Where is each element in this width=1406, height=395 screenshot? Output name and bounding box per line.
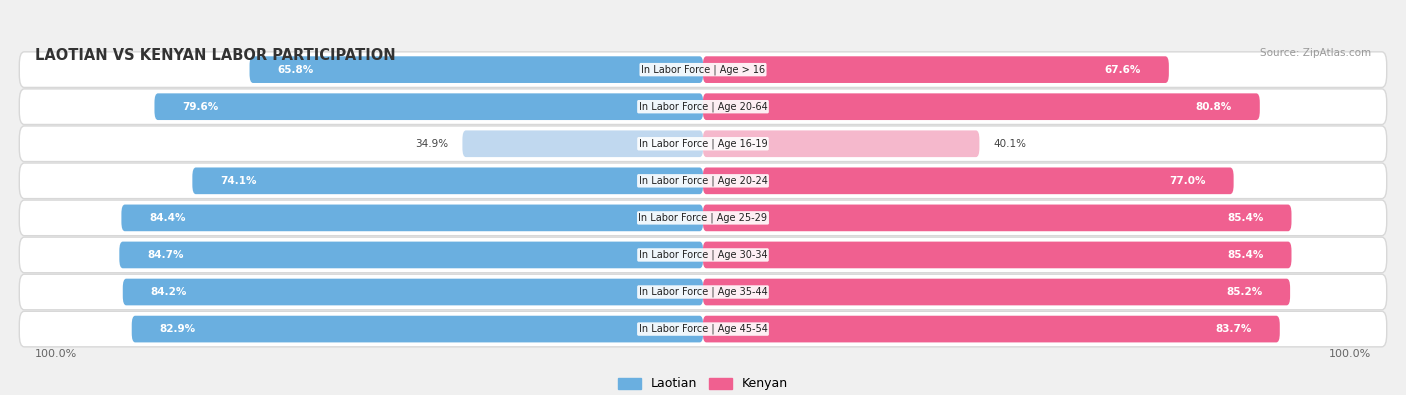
FancyBboxPatch shape <box>703 167 1233 194</box>
Text: In Labor Force | Age 20-64: In Labor Force | Age 20-64 <box>638 102 768 112</box>
FancyBboxPatch shape <box>120 242 703 268</box>
Text: 82.9%: 82.9% <box>159 324 195 334</box>
FancyBboxPatch shape <box>20 52 1386 87</box>
FancyBboxPatch shape <box>132 316 703 342</box>
Text: 79.6%: 79.6% <box>183 102 218 112</box>
FancyBboxPatch shape <box>703 56 1168 83</box>
Text: 77.0%: 77.0% <box>1170 176 1206 186</box>
FancyBboxPatch shape <box>20 163 1386 199</box>
FancyBboxPatch shape <box>703 130 980 157</box>
Text: In Labor Force | Age 35-44: In Labor Force | Age 35-44 <box>638 287 768 297</box>
FancyBboxPatch shape <box>193 167 703 194</box>
FancyBboxPatch shape <box>703 93 1260 120</box>
FancyBboxPatch shape <box>20 200 1386 236</box>
Text: 74.1%: 74.1% <box>221 176 256 186</box>
Text: 84.4%: 84.4% <box>149 213 186 223</box>
FancyBboxPatch shape <box>703 242 1292 268</box>
Text: 100.0%: 100.0% <box>1329 350 1371 359</box>
Text: In Labor Force | Age 16-19: In Labor Force | Age 16-19 <box>638 139 768 149</box>
Text: In Labor Force | Age 45-54: In Labor Force | Age 45-54 <box>638 324 768 334</box>
FancyBboxPatch shape <box>121 205 703 231</box>
Text: In Labor Force | Age 30-34: In Labor Force | Age 30-34 <box>638 250 768 260</box>
FancyBboxPatch shape <box>703 205 1292 231</box>
Text: 84.7%: 84.7% <box>148 250 184 260</box>
Text: 100.0%: 100.0% <box>35 350 77 359</box>
Text: 85.4%: 85.4% <box>1227 213 1264 223</box>
Text: 67.6%: 67.6% <box>1105 65 1142 75</box>
FancyBboxPatch shape <box>20 89 1386 124</box>
Text: Source: ZipAtlas.com: Source: ZipAtlas.com <box>1260 48 1371 58</box>
Text: In Labor Force | Age > 16: In Labor Force | Age > 16 <box>641 64 765 75</box>
FancyBboxPatch shape <box>20 237 1386 273</box>
Text: In Labor Force | Age 25-29: In Labor Force | Age 25-29 <box>638 213 768 223</box>
Text: 65.8%: 65.8% <box>277 65 314 75</box>
FancyBboxPatch shape <box>155 93 703 120</box>
Text: 80.8%: 80.8% <box>1197 102 1232 112</box>
Text: 85.4%: 85.4% <box>1227 250 1264 260</box>
Text: 84.2%: 84.2% <box>150 287 187 297</box>
Text: 40.1%: 40.1% <box>993 139 1026 149</box>
FancyBboxPatch shape <box>249 56 703 83</box>
Text: 34.9%: 34.9% <box>416 139 449 149</box>
FancyBboxPatch shape <box>20 274 1386 310</box>
FancyBboxPatch shape <box>463 130 703 157</box>
FancyBboxPatch shape <box>703 316 1279 342</box>
Text: 85.2%: 85.2% <box>1226 287 1263 297</box>
FancyBboxPatch shape <box>122 278 703 305</box>
FancyBboxPatch shape <box>703 278 1291 305</box>
Legend: Laotian, Kenyan: Laotian, Kenyan <box>613 372 793 395</box>
Text: In Labor Force | Age 20-24: In Labor Force | Age 20-24 <box>638 175 768 186</box>
Text: 83.7%: 83.7% <box>1216 324 1253 334</box>
Text: LAOTIAN VS KENYAN LABOR PARTICIPATION: LAOTIAN VS KENYAN LABOR PARTICIPATION <box>35 48 395 63</box>
FancyBboxPatch shape <box>20 311 1386 347</box>
FancyBboxPatch shape <box>20 126 1386 162</box>
